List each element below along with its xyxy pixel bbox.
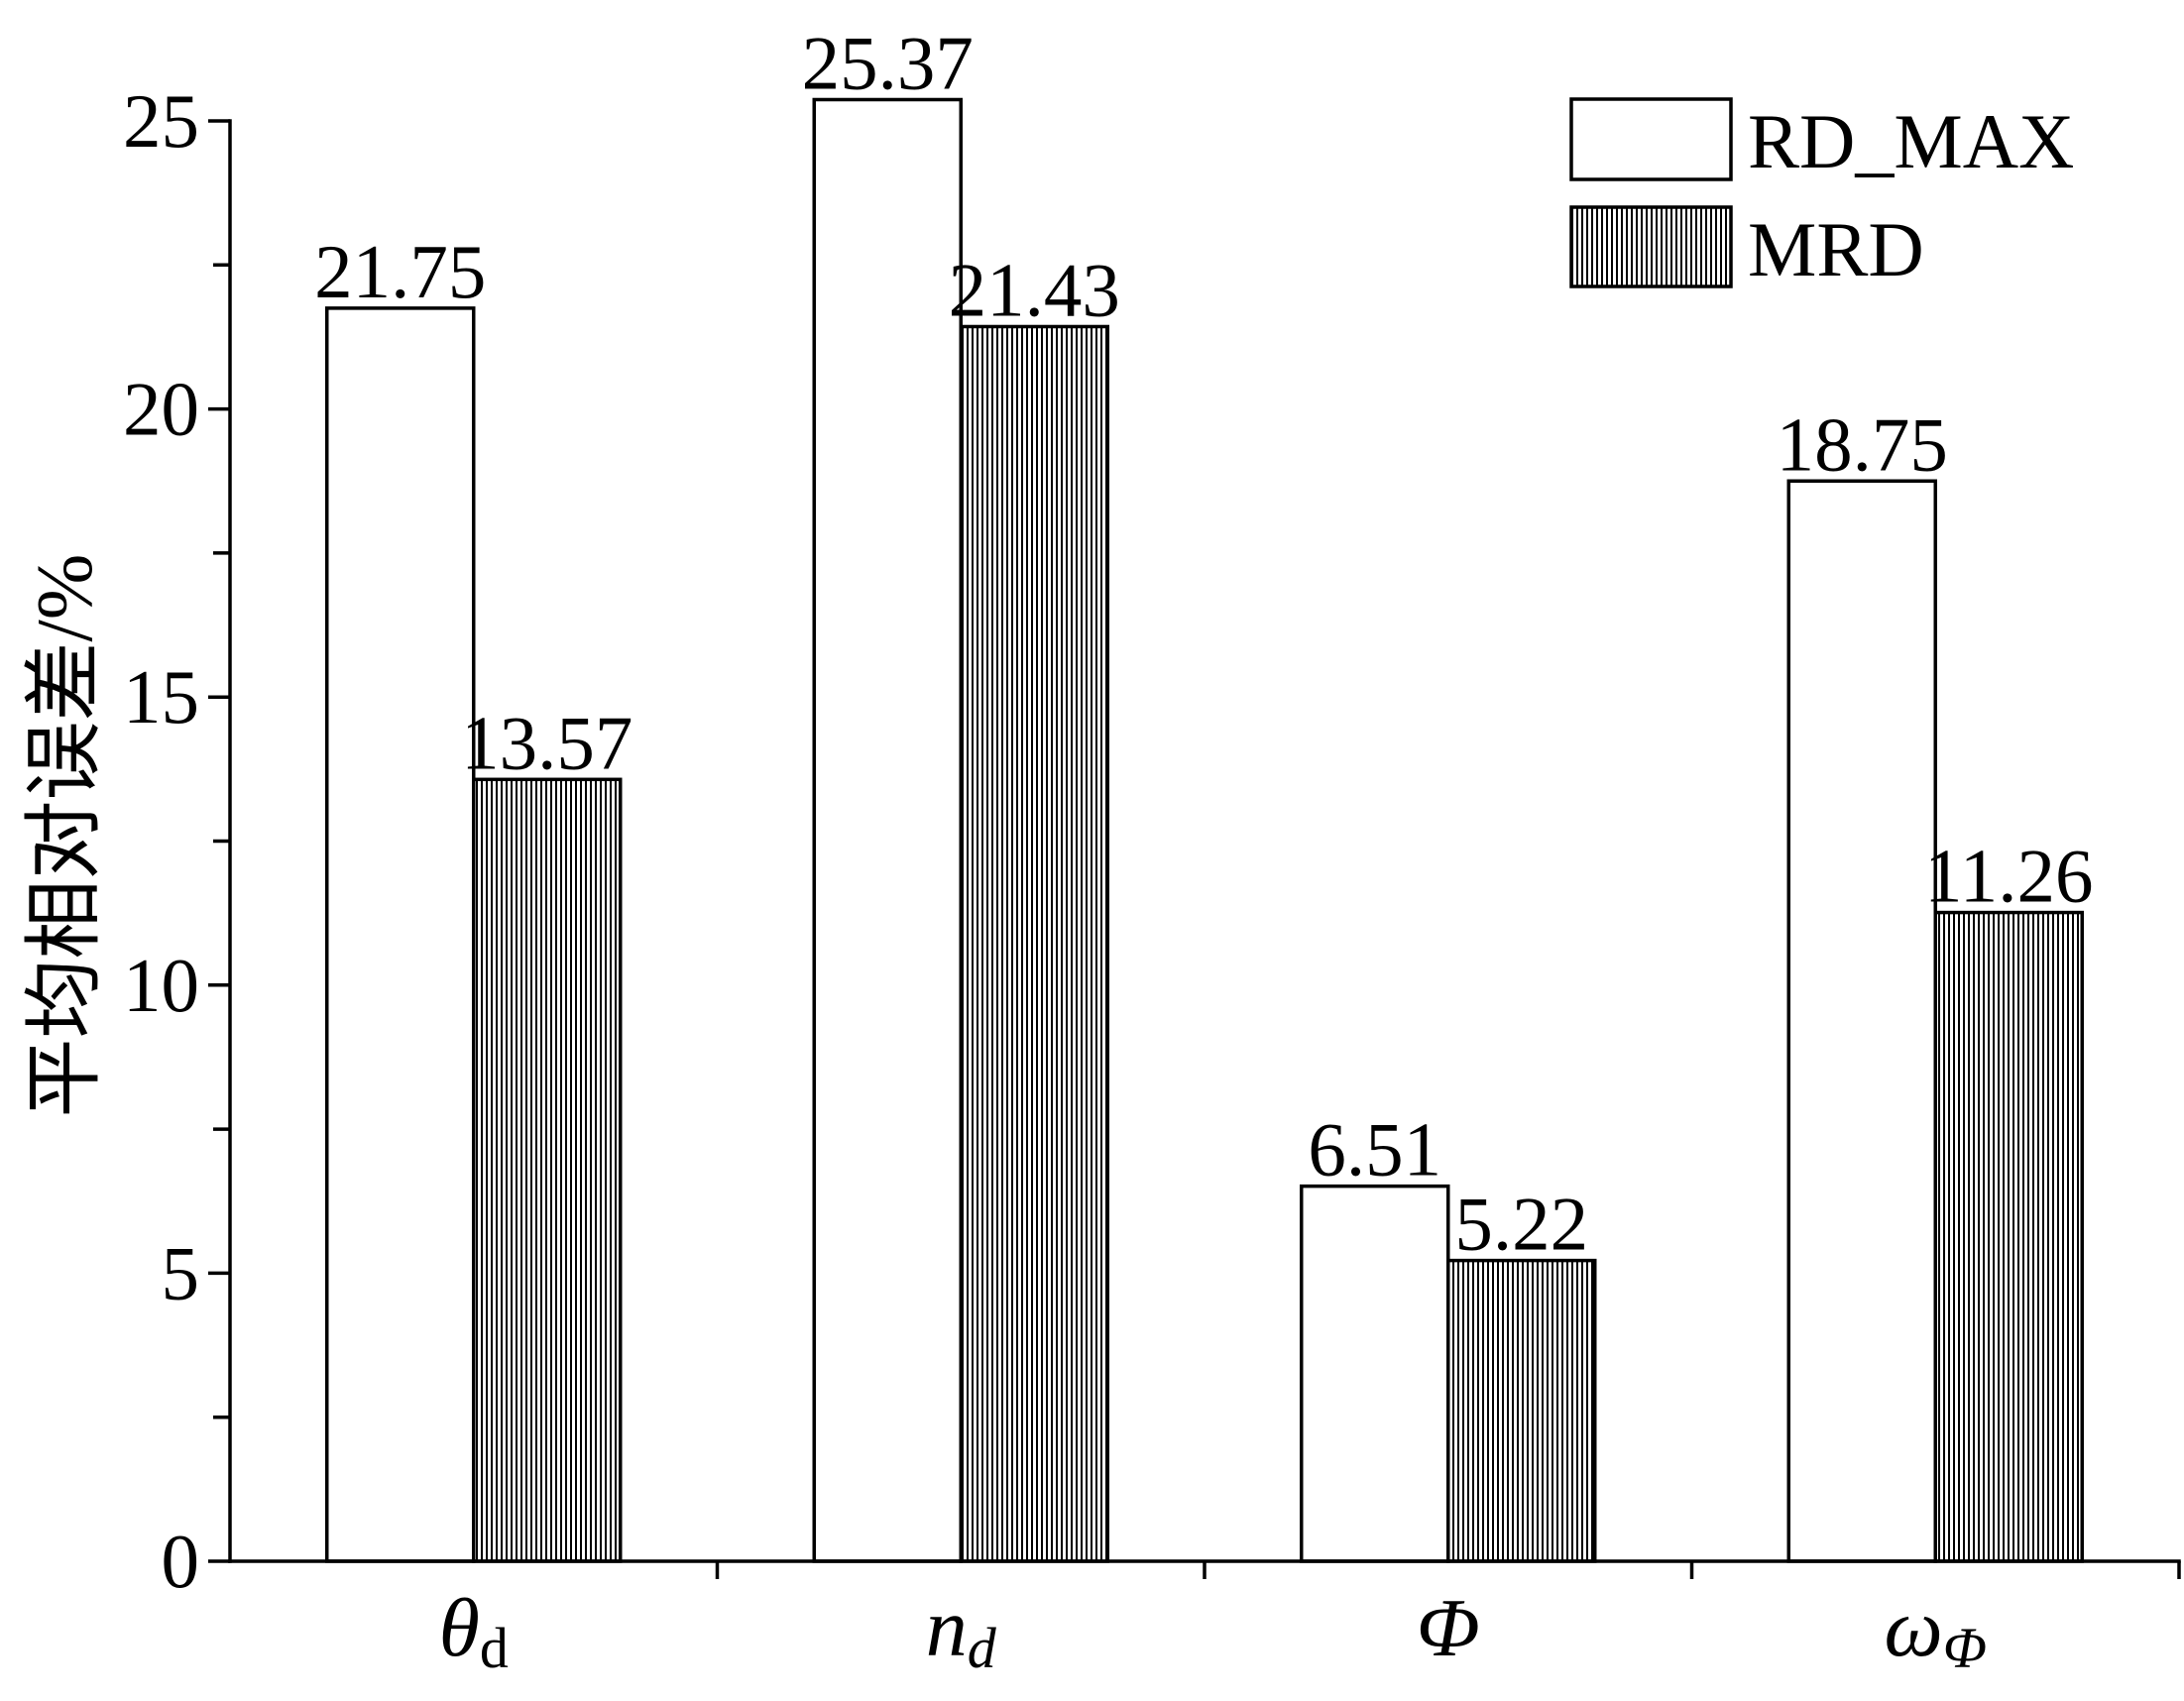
bars-layer [325, 97, 2084, 1563]
y-axis-label: 平均相对误差/% [22, 554, 109, 1118]
bar-mrd-2 [1446, 1258, 1597, 1563]
bar-mrd-3 [1933, 910, 2084, 1563]
y-tick-label-0: 0 [162, 1519, 200, 1604]
data-label-mrd-3: 11.26 [1924, 834, 2093, 919]
data-label-rd-max-3: 18.75 [1777, 401, 1948, 487]
legend: RD_MAX MRD [1569, 97, 2074, 292]
axes-layer: 0 5 10 15 20 25 [123, 78, 2181, 1604]
x-tick-label-1: nd [926, 1582, 997, 1680]
bar-mrd-0 [472, 777, 623, 1563]
data-label-mrd-1: 21.43 [949, 247, 1120, 332]
legend-swatch-rd-max [1569, 97, 1733, 181]
x-tick-label-0: θd [439, 1582, 509, 1680]
bar-rd-max-1 [812, 97, 963, 1563]
data-label-mrd-2: 5.22 [1454, 1182, 1588, 1267]
legend-label-rd-max: RD_MAX [1748, 98, 2074, 184]
bar-rd-max-3 [1786, 479, 1937, 1563]
x-tick-label-2: Φ [1417, 1582, 1480, 1674]
data-label-rd-max-0: 21.75 [314, 229, 486, 314]
y-tick-label-5: 25 [123, 78, 199, 164]
x-tick-label-subscript-3: Φ [1943, 1616, 1987, 1680]
x-tick-label-subscript-1: d [968, 1616, 997, 1680]
y-tick-label-2: 10 [123, 943, 199, 1028]
data-label-rd-max-2: 6.51 [1308, 1107, 1441, 1192]
x-tick-label-symbol-0: θ [439, 1582, 480, 1674]
legend-label-mrd: MRD [1748, 206, 1924, 292]
y-tick-label-4: 20 [123, 367, 199, 452]
bar-rd-max-0 [325, 306, 476, 1563]
x-tick-label-symbol-1: n [926, 1582, 968, 1674]
legend-swatch-mrd [1569, 205, 1733, 288]
x-tick-label-3: ωΦ [1885, 1582, 1987, 1680]
x-tick-label-subscript-0: d [480, 1616, 509, 1680]
y-tick-label-3: 15 [123, 654, 199, 739]
data-label-rd-max-1: 25.37 [802, 20, 974, 105]
x-tick-label-symbol-3: ω [1885, 1582, 1943, 1674]
x-tick-label-symbol-2: Φ [1417, 1582, 1480, 1674]
bar-mrd-1 [959, 324, 1109, 1563]
y-tick-label-1: 5 [162, 1230, 200, 1315]
data-labels-layer: 21.75 25.37 6.51 18.75 13.57 21.43 5.22 11.26 [314, 20, 2093, 1266]
data-label-mrd-0: 13.57 [461, 700, 632, 785]
bar-rd-max-2 [1300, 1184, 1450, 1563]
